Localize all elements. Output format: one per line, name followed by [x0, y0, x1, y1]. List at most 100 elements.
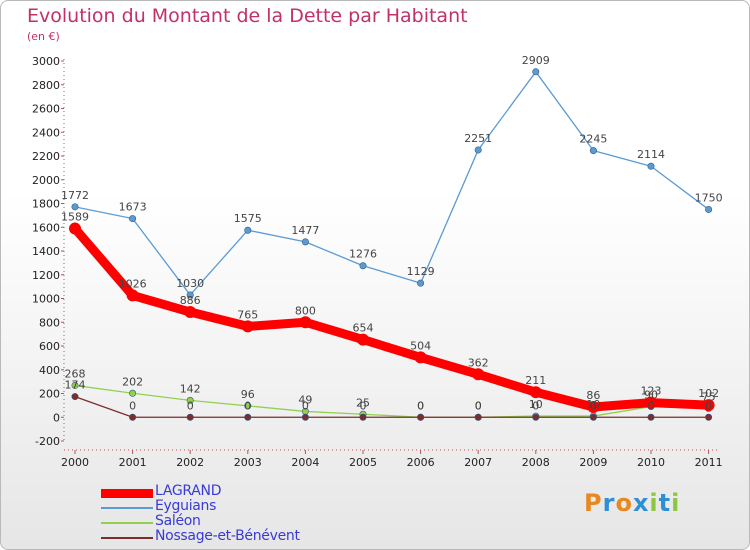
y-tick-label: 1600: [32, 221, 60, 234]
y-tick-label: 2000: [32, 174, 60, 187]
data-label: 1129: [407, 265, 435, 278]
series-point-2: [186, 396, 194, 404]
chart-axes: -200020040060080010001200140016001800200…: [32, 55, 723, 469]
data-label: 123: [641, 385, 662, 398]
data-label: 504: [410, 339, 431, 352]
chart-unit-label: (en €): [27, 30, 60, 43]
data-label: 0: [417, 399, 424, 412]
x-tick-label: 2000: [61, 456, 89, 469]
series-point-2: [244, 402, 252, 410]
legend-swatch: [101, 537, 153, 539]
series-point-1: [647, 162, 655, 170]
series-point-0: [414, 351, 427, 364]
data-label: 1772: [61, 189, 89, 202]
series-point-1: [301, 238, 309, 246]
series-point-1: [359, 262, 367, 270]
data-label: 2114: [637, 148, 665, 161]
data-label: 1673: [119, 201, 147, 214]
data-label: 0: [648, 399, 655, 412]
data-label: 2245: [579, 133, 607, 146]
series-point-1: [474, 146, 482, 154]
data-label: 211: [525, 374, 546, 387]
series-point-1: [244, 226, 252, 234]
data-label: 25: [356, 396, 370, 409]
data-label: 0: [360, 399, 367, 412]
y-tick-label: 1200: [32, 269, 60, 282]
series-point-3: [129, 413, 137, 421]
x-tick-label: 2002: [176, 456, 204, 469]
logo-letter: x: [632, 489, 650, 517]
x-tick-label: 2001: [119, 456, 147, 469]
legend-label: Saléon: [155, 513, 201, 529]
data-label: 10: [529, 398, 543, 411]
logo-letter: i: [671, 489, 681, 517]
x-tick-label: 2005: [349, 456, 377, 469]
series-point-0: [587, 401, 600, 414]
x-tick-label: 2011: [695, 456, 723, 469]
series-point-0: [126, 289, 139, 302]
series-point-0: [472, 368, 485, 381]
data-label: 0: [705, 399, 712, 412]
data-label: 1030: [176, 277, 204, 290]
data-label: 800: [295, 304, 316, 317]
y-tick-label: 2400: [32, 126, 60, 139]
y-tick-label: 1000: [32, 293, 60, 306]
y-tick-label: 400: [39, 364, 60, 377]
chart-title: Evolution du Montant de la Dette par Hab…: [27, 5, 468, 27]
data-label: 765: [237, 308, 258, 321]
y-tick-label: 2600: [32, 103, 60, 116]
data-label: 2909: [522, 54, 550, 67]
data-label: 202: [122, 375, 143, 388]
legend-swatch: [101, 507, 153, 509]
data-label: 0: [187, 399, 194, 412]
data-label: 1276: [349, 248, 377, 261]
series-line-2: [74, 384, 710, 418]
data-label: 0: [590, 399, 597, 412]
series-point-3: [71, 393, 79, 401]
data-label: 1026: [119, 277, 147, 290]
x-tick-label: 2009: [579, 456, 607, 469]
data-label: 10: [586, 398, 600, 411]
series-line-0: [70, 224, 714, 412]
series-point-1: [705, 205, 713, 213]
series-point-3: [589, 413, 597, 421]
data-label: 75: [702, 390, 716, 403]
series-point-3: [301, 413, 309, 421]
x-tick-label: 2007: [464, 456, 492, 469]
data-label: 0: [417, 399, 424, 412]
proxiti-logo: Proxiti: [584, 489, 680, 517]
series-point-3: [186, 413, 194, 421]
logo-letter: i: [649, 489, 659, 517]
data-label: 0: [244, 399, 251, 412]
legend-label: Eyguians: [155, 498, 217, 514]
data-label: 86: [586, 389, 600, 402]
y-tick-label: 2200: [32, 150, 60, 163]
series-line-3: [74, 395, 710, 418]
series-point-0: [184, 306, 197, 319]
series-point-1: [532, 68, 540, 76]
x-tick-label: 2004: [291, 456, 319, 469]
legend-swatch: [101, 488, 153, 498]
data-label: 0: [475, 399, 482, 412]
data-label: 1575: [234, 212, 262, 225]
series-point-3: [705, 413, 713, 421]
y-tick-label: 600: [39, 340, 60, 353]
series-point-3: [244, 413, 252, 421]
data-label: 654: [353, 322, 374, 335]
data-label: 1477: [291, 224, 319, 237]
chart-data-labels: 1589 1026 886 765 800 654 504 362 211 86 123 102 177…: [61, 54, 723, 412]
chart-series-lines: [69, 68, 715, 421]
series-point-3: [647, 413, 655, 421]
y-tick-label: 1800: [32, 198, 60, 211]
data-label: 268: [65, 367, 86, 380]
x-tick-label: 2006: [407, 456, 435, 469]
series-point-1: [129, 215, 137, 223]
y-tick-label: -200: [35, 435, 60, 448]
y-tick-label: 3000: [32, 55, 60, 68]
data-label: 0: [475, 399, 482, 412]
series-point-3: [474, 413, 482, 421]
series-point-0: [645, 396, 657, 409]
logo-letter: o: [615, 489, 633, 517]
